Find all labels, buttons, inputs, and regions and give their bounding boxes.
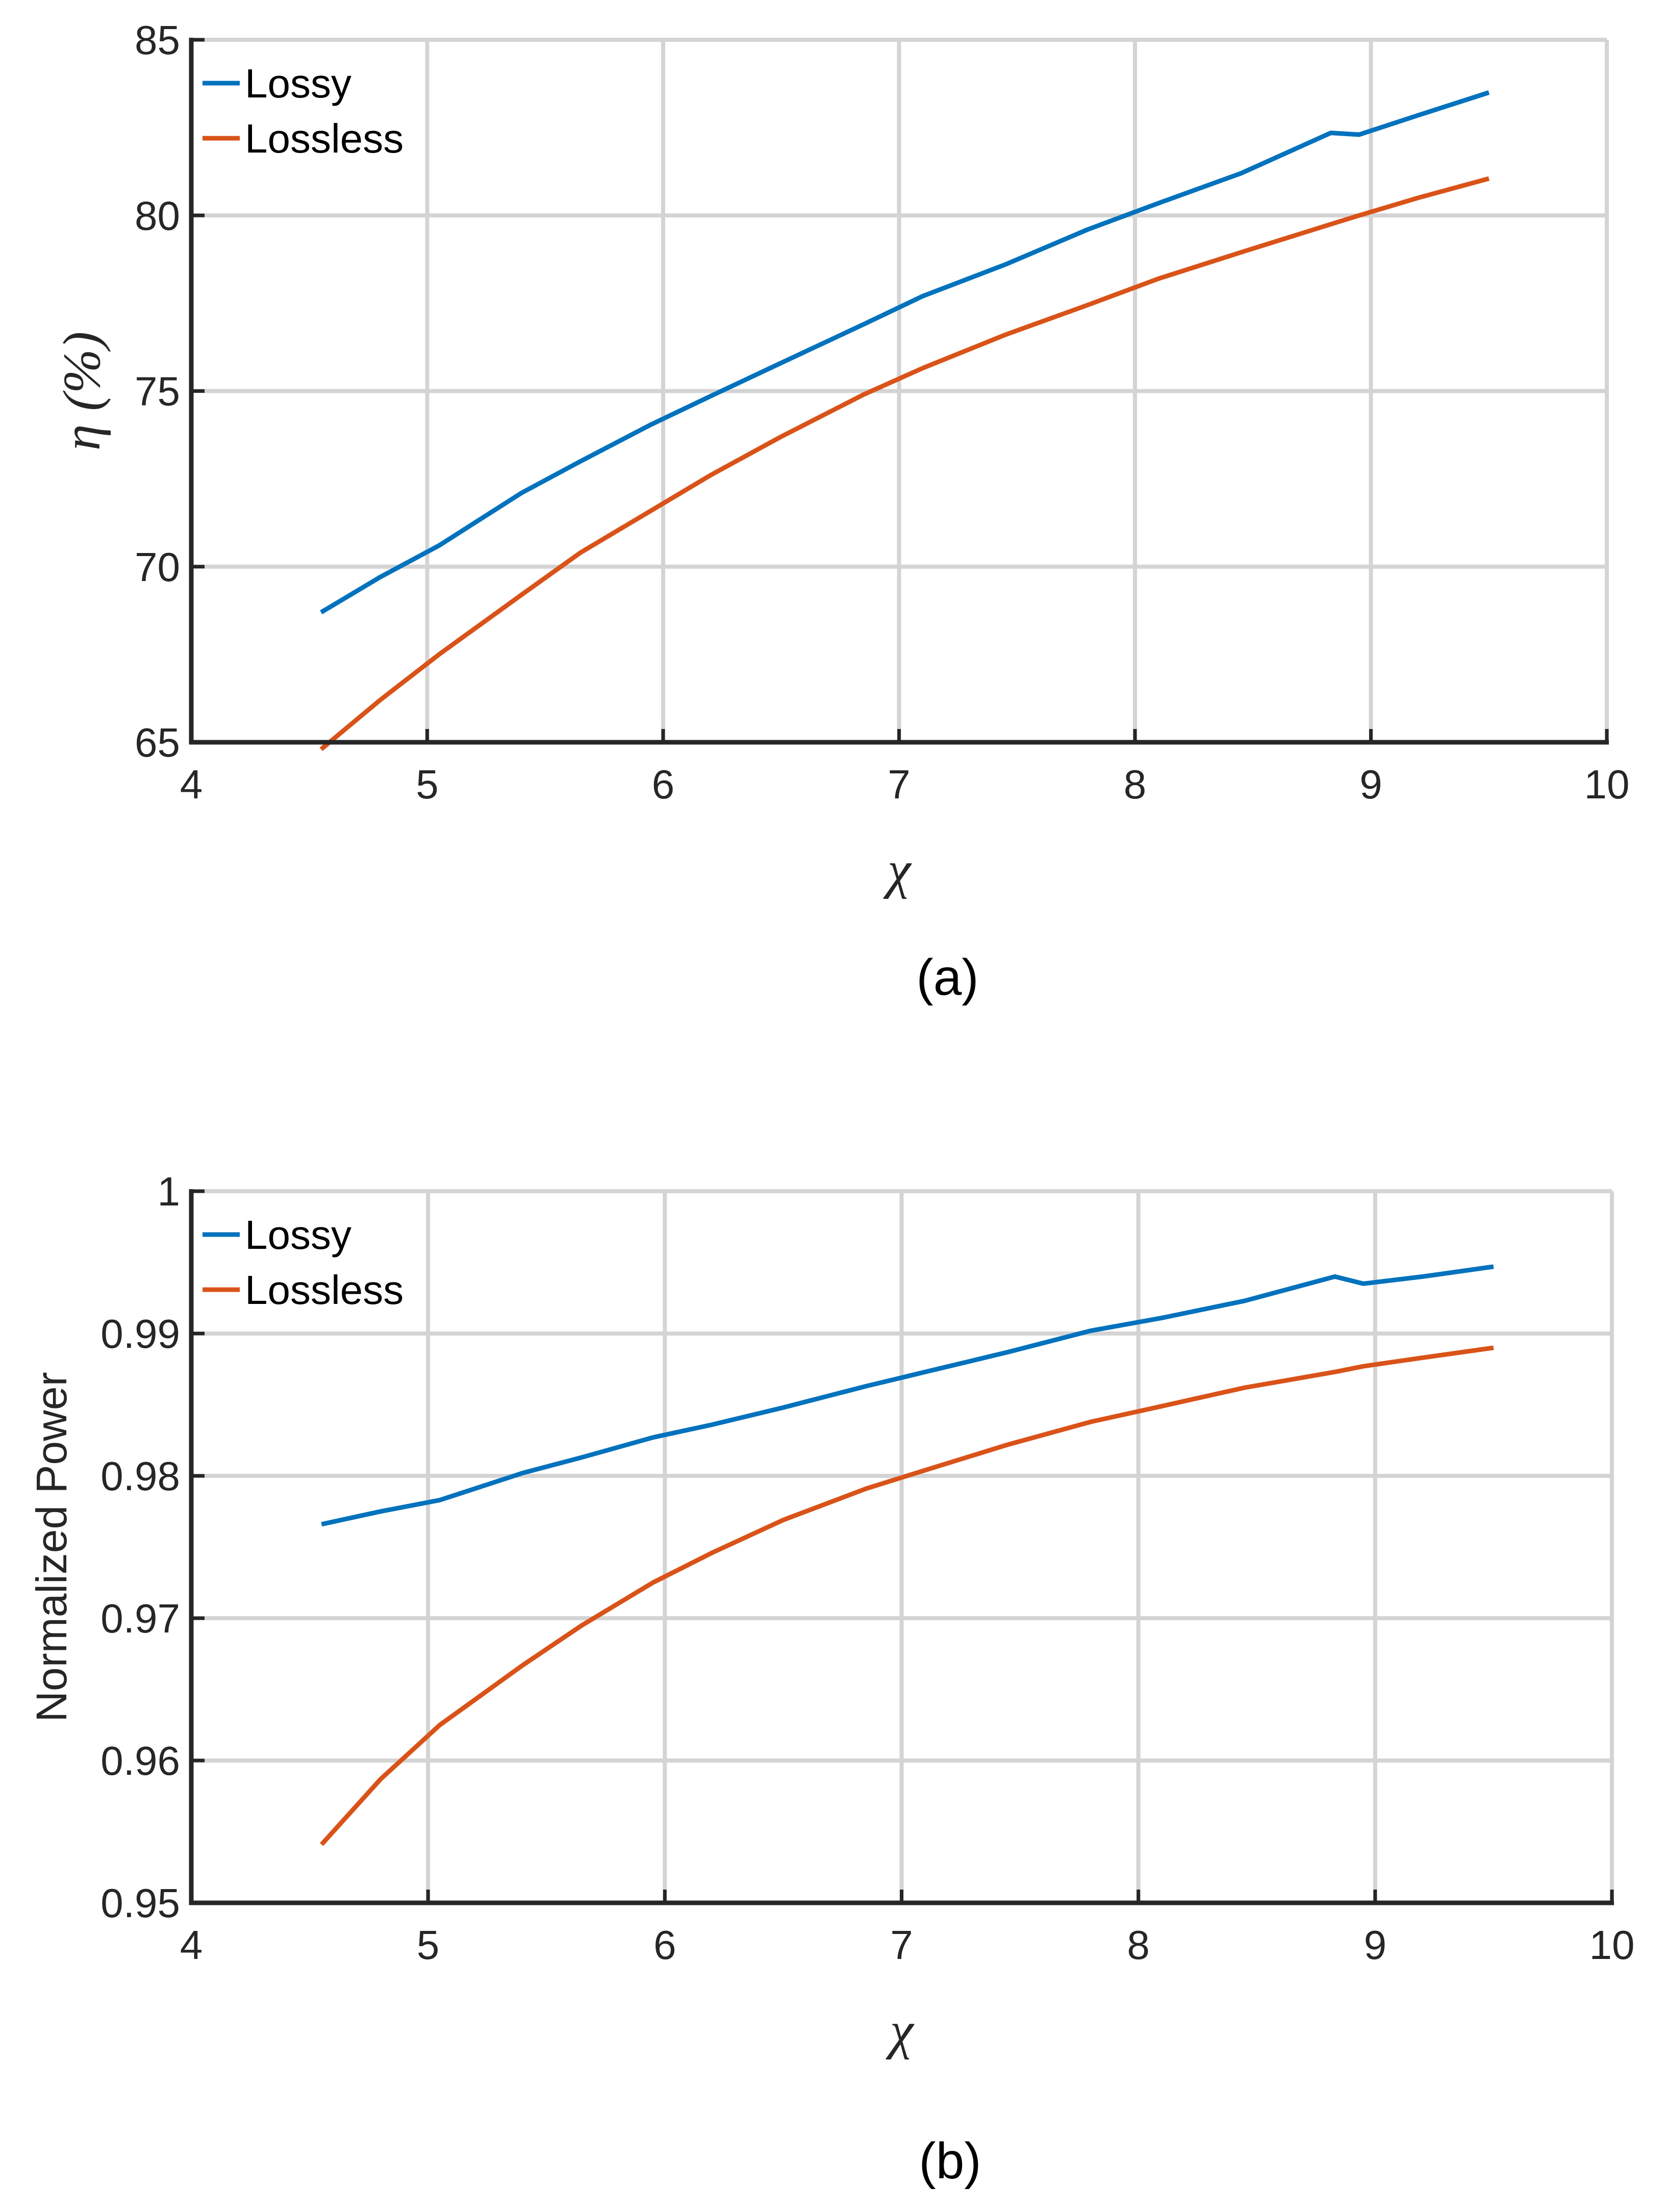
y-tick-label: 1 <box>158 1169 181 1214</box>
x-tick-label: 10 <box>1584 762 1630 807</box>
x-tick-label: 4 <box>180 762 203 807</box>
y-axis-label: η (%) <box>53 332 111 451</box>
y-tick-label: 80 <box>135 193 180 238</box>
y-tick-label: 75 <box>135 369 180 414</box>
legend-label-lossy: Lossy <box>245 61 351 106</box>
legend-label-lossy: Lossy <box>245 1212 351 1258</box>
x-tick-label: 8 <box>1127 1922 1150 1968</box>
panel-caption: (b) <box>919 2132 981 2190</box>
y-tick-label: 0.99 <box>100 1311 180 1356</box>
series-line-lossy <box>321 1264 1494 1527</box>
series-line-lossless <box>319 1345 1494 1846</box>
series-line-lossy <box>320 90 1490 615</box>
y-tick-label: 70 <box>135 544 180 590</box>
grid <box>189 1189 1614 1905</box>
y-tick-label: 65 <box>135 720 180 765</box>
series-line-lossless <box>319 176 1490 751</box>
y-tick-label: 0.96 <box>100 1738 180 1783</box>
x-tick-label: 5 <box>416 762 439 807</box>
x-tick-label: 7 <box>888 762 911 807</box>
y-tick-label: 0.97 <box>100 1596 180 1641</box>
x-axis-label: χ <box>883 841 912 899</box>
panel-b-chart: 4 5 6 7 8 9 10 0.95 0.96 0.97 0.98 0.99 1 χ Normalized… <box>28 1169 1634 2190</box>
y-axis-label: Normalized Power <box>28 1372 75 1722</box>
legend-label-lossless: Lossless <box>245 1267 403 1313</box>
x-axis-label: χ <box>886 2001 915 2060</box>
grid <box>189 38 1609 744</box>
x-tick-label: 9 <box>1364 1922 1387 1968</box>
x-tick-label: 8 <box>1124 762 1147 807</box>
x-tick-label: 4 <box>180 1922 203 1968</box>
legend-label-lossless: Lossless <box>245 116 403 161</box>
y-tick-label: 0.95 <box>100 1880 180 1926</box>
x-tick-label: 6 <box>653 1922 676 1968</box>
x-tick-label: 10 <box>1589 1922 1635 1968</box>
x-tick-label: 7 <box>890 1922 913 1968</box>
panel-caption: (a) <box>916 949 978 1006</box>
y-tick-label: 0.98 <box>100 1453 180 1499</box>
legend: Lossy Lossless <box>203 61 403 161</box>
x-tick-label: 9 <box>1359 762 1382 807</box>
x-tick-label: 6 <box>652 762 675 807</box>
x-tick-label: 5 <box>417 1922 440 1968</box>
panel-a-chart: 4 5 6 7 8 9 10 65 70 75 80 85 χ η (%) Lossy Lossless (a) <box>53 17 1629 1006</box>
y-tick-label: 85 <box>135 17 180 63</box>
legend: Lossy Lossless <box>203 1212 403 1313</box>
